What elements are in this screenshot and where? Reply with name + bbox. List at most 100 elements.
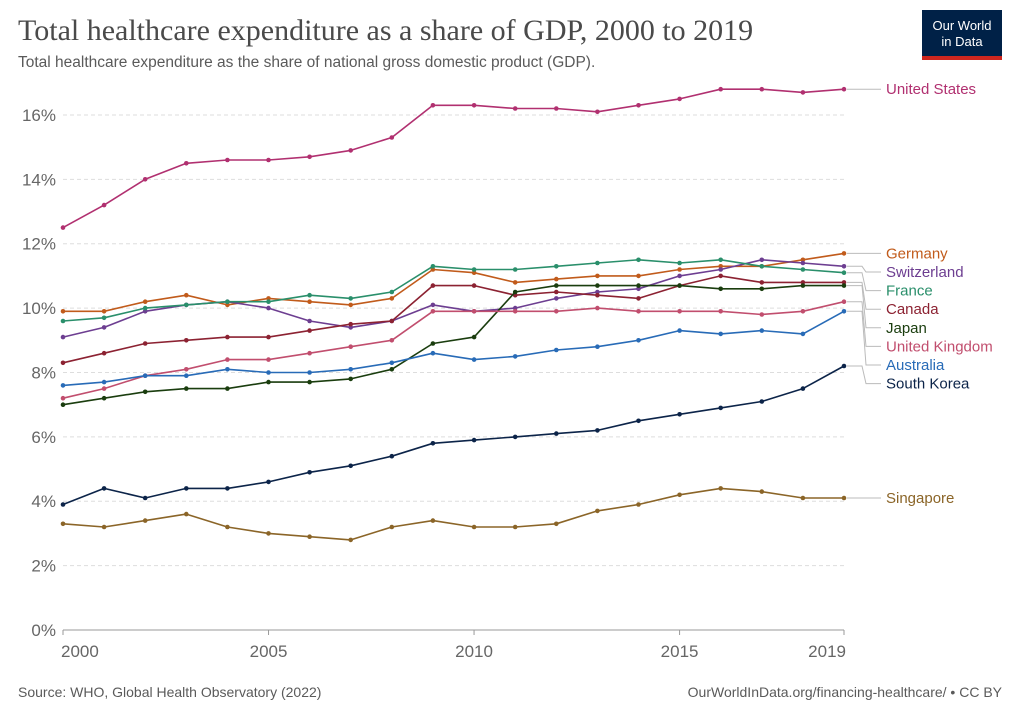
- data-point[interactable]: [554, 283, 559, 288]
- data-point[interactable]: [554, 521, 559, 527]
- data-point[interactable]: [554, 309, 559, 314]
- data-point[interactable]: [430, 518, 436, 523]
- data-point[interactable]: [60, 402, 66, 408]
- series-line-south-korea[interactable]: [62, 365, 845, 506]
- series-france[interactable]: [60, 257, 847, 324]
- data-point[interactable]: [60, 225, 66, 230]
- data-point[interactable]: [101, 524, 107, 530]
- series-line-germany[interactable]: [63, 252, 845, 313]
- data-point[interactable]: [759, 280, 765, 285]
- data-point[interactable]: [389, 318, 395, 324]
- data-point[interactable]: [636, 257, 641, 263]
- data-point[interactable]: [225, 334, 230, 340]
- data-point[interactable]: [60, 309, 66, 314]
- data-point[interactable]: [60, 318, 66, 324]
- data-point[interactable]: [800, 280, 806, 285]
- data-point[interactable]: [471, 309, 477, 314]
- data-point[interactable]: [841, 495, 847, 501]
- data-point[interactable]: [60, 502, 66, 507]
- series-south-korea[interactable]: [60, 363, 847, 507]
- data-point[interactable]: [266, 305, 271, 311]
- series-label-singapore[interactable]: Singapore: [886, 490, 954, 507]
- data-point[interactable]: [595, 292, 600, 298]
- data-point[interactable]: [60, 383, 66, 388]
- series-australia[interactable]: [60, 309, 847, 388]
- data-point[interactable]: [142, 305, 148, 311]
- data-point[interactable]: [307, 350, 312, 356]
- data-point[interactable]: [718, 273, 723, 279]
- data-point[interactable]: [225, 157, 230, 163]
- data-point[interactable]: [101, 315, 107, 321]
- data-point[interactable]: [512, 305, 518, 311]
- data-point[interactable]: [184, 161, 189, 166]
- data-point[interactable]: [595, 305, 600, 311]
- data-point[interactable]: [554, 276, 559, 282]
- series-label-australia[interactable]: Australia: [886, 357, 945, 374]
- data-point[interactable]: [101, 486, 107, 491]
- data-point[interactable]: [636, 296, 641, 301]
- data-point[interactable]: [430, 283, 436, 288]
- data-point[interactable]: [307, 379, 312, 385]
- data-point[interactable]: [595, 109, 600, 115]
- data-point[interactable]: [759, 286, 765, 292]
- data-point[interactable]: [841, 270, 847, 276]
- data-point[interactable]: [512, 309, 518, 314]
- series-label-japan[interactable]: Japan: [886, 320, 927, 337]
- data-point[interactable]: [101, 309, 107, 314]
- data-point[interactable]: [142, 299, 148, 305]
- data-point[interactable]: [307, 534, 312, 539]
- data-point[interactable]: [142, 518, 148, 523]
- data-point[interactable]: [841, 251, 847, 256]
- data-point[interactable]: [348, 302, 354, 308]
- data-point[interactable]: [554, 296, 559, 301]
- data-point[interactable]: [101, 202, 107, 208]
- data-point[interactable]: [430, 309, 436, 314]
- data-point[interactable]: [636, 286, 641, 292]
- data-point[interactable]: [471, 334, 477, 340]
- data-point[interactable]: [348, 376, 354, 382]
- data-point[interactable]: [800, 90, 806, 95]
- data-point[interactable]: [348, 537, 354, 543]
- data-point[interactable]: [307, 370, 312, 375]
- data-point[interactable]: [225, 486, 230, 491]
- data-point[interactable]: [101, 386, 107, 391]
- data-point[interactable]: [841, 363, 847, 369]
- data-point[interactable]: [595, 508, 600, 514]
- series-label-switzerland[interactable]: Switzerland: [886, 264, 964, 281]
- data-point[interactable]: [307, 328, 312, 333]
- data-point[interactable]: [677, 260, 682, 266]
- data-point[interactable]: [348, 321, 354, 327]
- series-united-states[interactable]: [60, 86, 847, 230]
- data-point[interactable]: [266, 531, 271, 536]
- data-point[interactable]: [718, 86, 723, 92]
- data-point[interactable]: [60, 395, 66, 401]
- data-point[interactable]: [512, 289, 518, 295]
- data-point[interactable]: [348, 296, 354, 301]
- data-point[interactable]: [841, 309, 847, 314]
- data-point[interactable]: [430, 341, 436, 346]
- data-point[interactable]: [554, 106, 559, 111]
- data-point[interactable]: [225, 367, 230, 372]
- data-point[interactable]: [471, 357, 477, 362]
- data-point[interactable]: [60, 521, 66, 527]
- data-point[interactable]: [101, 350, 107, 356]
- data-point[interactable]: [800, 260, 806, 266]
- data-point[interactable]: [595, 344, 600, 350]
- data-point[interactable]: [718, 257, 723, 263]
- data-point[interactable]: [348, 463, 354, 469]
- data-point[interactable]: [512, 267, 518, 272]
- data-point[interactable]: [677, 273, 682, 279]
- data-point[interactable]: [184, 367, 189, 372]
- series-canada[interactable]: [60, 273, 847, 366]
- data-point[interactable]: [266, 479, 271, 485]
- data-point[interactable]: [554, 347, 559, 353]
- data-point[interactable]: [677, 96, 682, 102]
- data-point[interactable]: [759, 399, 765, 404]
- data-point[interactable]: [471, 270, 477, 276]
- data-point[interactable]: [554, 264, 559, 269]
- data-point[interactable]: [184, 511, 189, 517]
- data-point[interactable]: [677, 328, 682, 333]
- data-point[interactable]: [389, 367, 395, 372]
- data-point[interactable]: [307, 470, 312, 475]
- data-point[interactable]: [471, 437, 477, 443]
